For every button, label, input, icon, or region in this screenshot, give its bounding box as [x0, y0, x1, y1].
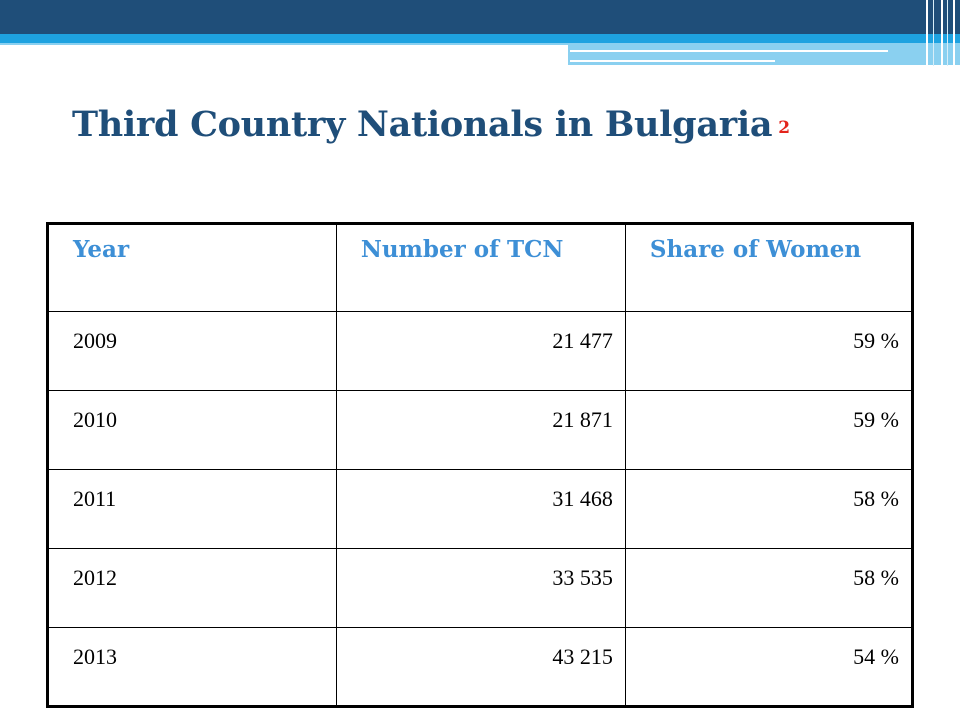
header-stripe [947, 0, 948, 66]
cell-number: 31 468 [335, 469, 626, 549]
slide-title: Third Country Nationals in Bulgaria 2 [72, 104, 790, 145]
slide-title-text: Third Country Nationals in Bulgaria [72, 104, 773, 145]
header-banner [0, 0, 960, 34]
cell-share: 58 % [624, 548, 914, 628]
header-banner-line [0, 43, 568, 45]
header-share-of-women: Share of Women [624, 223, 914, 312]
header-number-of-tcn: Number of TCN [335, 223, 626, 312]
header-stripe [941, 0, 943, 66]
cell-number: 33 535 [335, 548, 626, 628]
cell-share: 58 % [624, 469, 914, 549]
cell-number: 21 477 [335, 311, 626, 391]
cell-year: 2010 [47, 390, 337, 470]
tcn-table: Year Number of TCN Share of Women 2009 2… [46, 222, 914, 708]
cell-share: 59 % [624, 311, 914, 391]
header-banner-block [568, 43, 960, 65]
cell-year: 2011 [47, 469, 337, 549]
cell-year: 2009 [47, 311, 337, 391]
cell-year: 2012 [47, 548, 337, 628]
table-row: 2012 33 535 58 % [47, 548, 914, 628]
table-row: 2013 43 215 54 % [47, 627, 914, 707]
cell-number: 43 215 [335, 627, 626, 707]
header-stripe [953, 0, 955, 66]
header-year: Year [47, 223, 337, 312]
cell-share: 54 % [624, 627, 914, 707]
cell-year: 2013 [47, 627, 337, 707]
header-stripe [926, 0, 928, 66]
slide-number: 2 [778, 118, 790, 138]
header-banner-rule [570, 60, 775, 62]
cell-number: 21 871 [335, 390, 626, 470]
table-row: 2011 31 468 58 % [47, 469, 914, 549]
table-row: 2009 21 477 59 % [47, 311, 914, 391]
table-header-row: Year Number of TCN Share of Women [47, 223, 914, 312]
header-stripe [933, 0, 934, 66]
header-banner-rule [570, 50, 888, 52]
cell-share: 59 % [624, 390, 914, 470]
header-banner-accent [0, 34, 960, 43]
table-row: 2010 21 871 59 % [47, 390, 914, 470]
